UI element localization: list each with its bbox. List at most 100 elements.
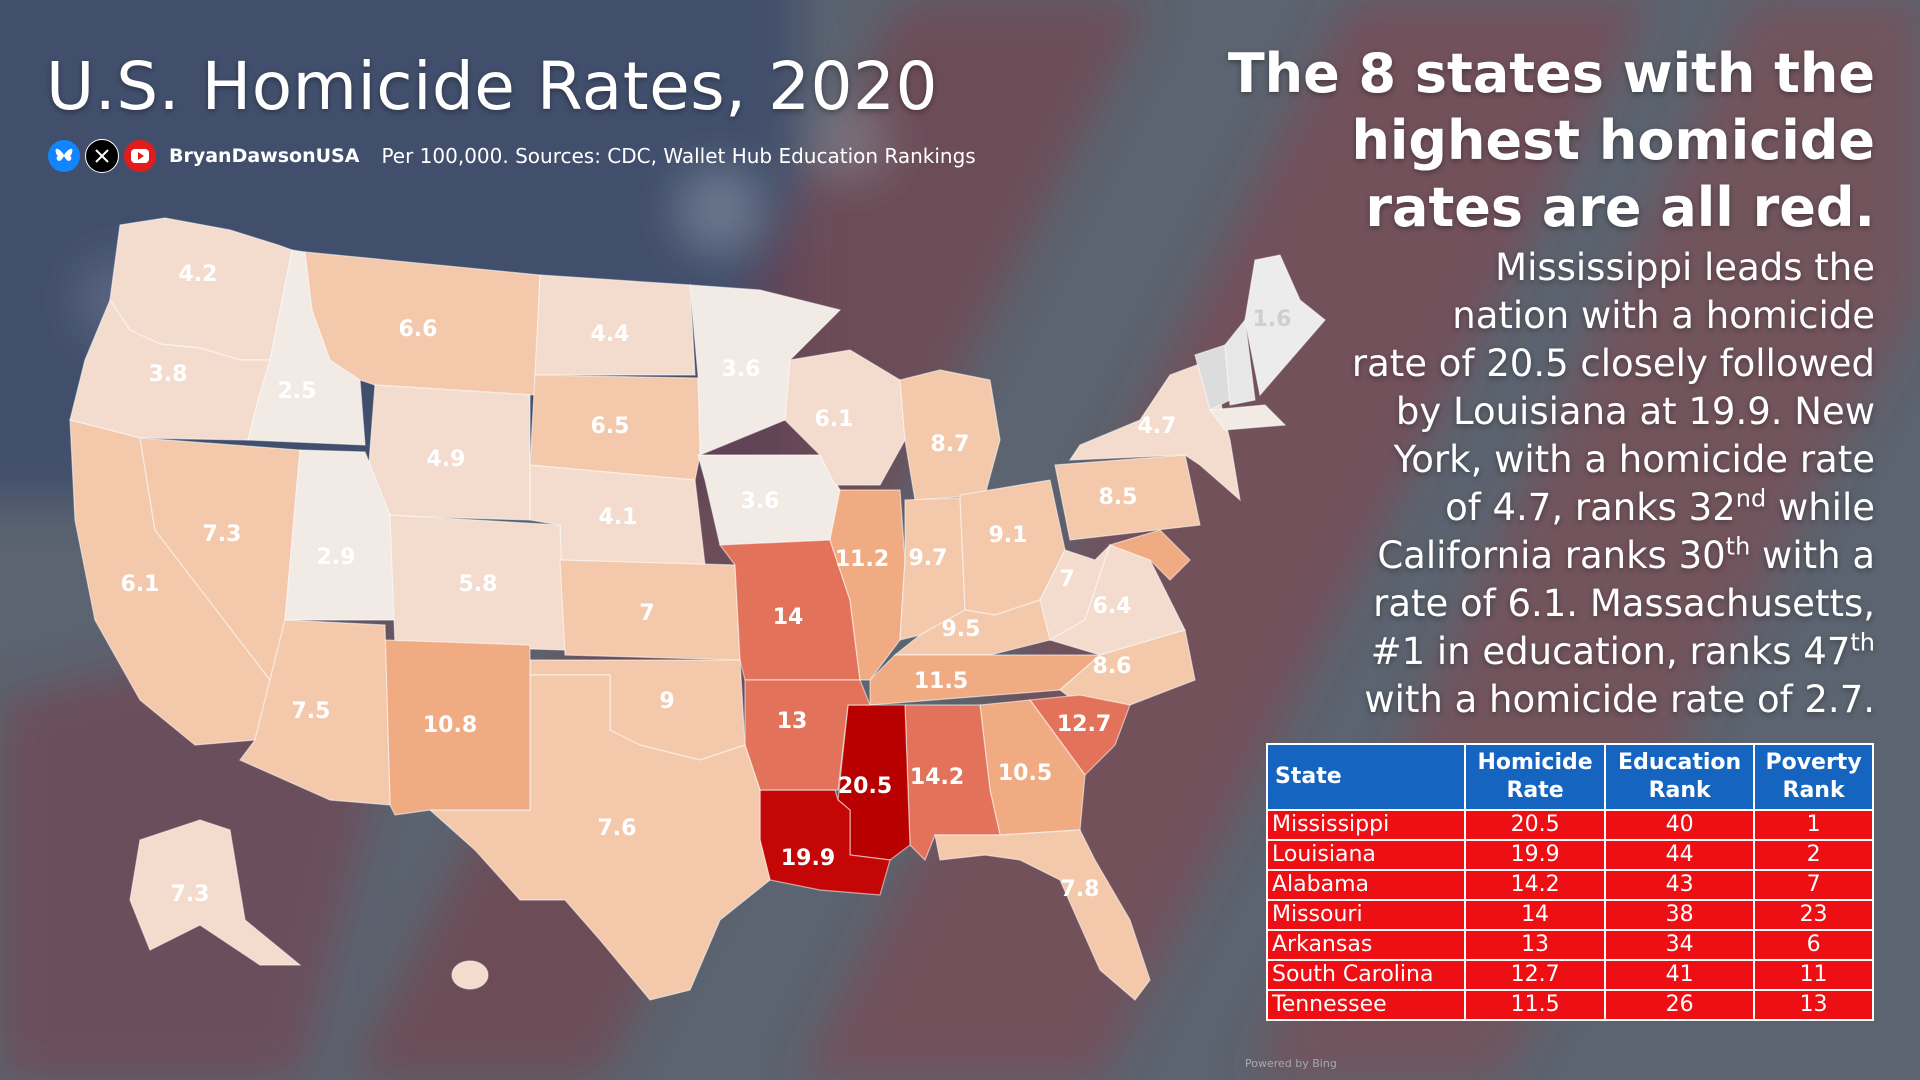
table-row: Missouri 14 38 23 [1266,899,1874,931]
table-row: South Carolina 12.7 41 11 [1266,959,1874,991]
summary-line: York, with a homicide rate [1393,438,1875,481]
map-label-WY: 4.9 [427,447,466,472]
table-cell: 14 [1463,899,1607,931]
map-label-VA: 6.4 [1093,594,1132,619]
table-header-cell: Homicide Rate [1463,743,1607,811]
table-cell: 6 [1753,929,1874,961]
map-label-LA: 19.9 [781,846,835,871]
summary-text: #1 in education, ranks 47 [1370,630,1851,673]
bluesky-icon[interactable] [48,140,80,172]
summary-line: of 4.7, ranks 32nd while [1235,484,1875,532]
state-PA [1054,454,1201,541]
table-cell: Alabama [1266,869,1466,901]
x-icon[interactable] [85,139,119,173]
map-label-AZ: 7.5 [292,699,331,724]
map-label-UT: 2.9 [317,545,356,570]
table-cell: 38 [1604,899,1756,931]
map-label-WA: 4.2 [179,262,218,287]
table-cell: Tennessee [1266,989,1466,1021]
state-NY [1068,359,1241,502]
table-cell: Louisiana [1266,839,1466,871]
social-handle[interactable]: BryanDawsonUSA [169,145,360,167]
table-body: Mississippi 20.5 40 1 Louisiana 19.9 44 2 Alabam… [1266,809,1874,1021]
map-label-IA: 3.6 [741,489,780,514]
table-cell: 34 [1604,929,1756,961]
state-KY [893,599,1051,656]
state-MA [1208,404,1287,431]
table-cell: 14.2 [1463,869,1607,901]
state-AK [129,819,302,966]
summary-line: with a homicide rate of 2.7. [1364,678,1875,721]
headline: The 8 states with the highest homicide r… [1155,40,1875,241]
table-cell: 13 [1753,989,1874,1021]
state-NH [1224,318,1256,406]
summary-line: California ranks 30th with a [1235,532,1875,580]
map-label-NY: 4.7 [1138,414,1177,439]
summary-line: by Louisiana at 19.9. New [1395,390,1875,433]
table-cell: 11 [1753,959,1874,991]
table-cell: Missouri [1266,899,1466,931]
summary-text: with a [1750,534,1875,577]
header-text: Education [1618,750,1742,775]
map-label-AR: 13 [777,709,808,734]
social-bar: BryanDawsonUSA Per 100,000. Sources: CDC… [48,138,976,174]
map-label-OK: 9 [659,689,674,714]
summary-line: rate of 20.5 closely followed [1351,342,1875,385]
summary-line: Mississippi leads the [1495,246,1875,289]
table-cell: 19.9 [1463,839,1607,871]
map-label-MO: 14 [773,605,804,630]
table-cell: 41 [1604,959,1756,991]
header-text: State [1275,764,1342,789]
map-label-IL: 11.2 [835,547,889,572]
table-cell: 11.5 [1463,989,1607,1021]
header-text: Homicide [1477,750,1593,775]
state-HI [451,960,489,990]
header-text: Rate [1506,778,1564,803]
map-label-MN: 3.6 [722,357,761,382]
table-header-cell: Education Rank [1604,743,1756,811]
table-row: Tennessee 11.5 26 13 [1266,989,1874,1021]
map-label-OH: 9.1 [989,523,1028,548]
map-label-MI: 8.7 [931,432,970,457]
table-cell: 13 [1463,929,1607,961]
map-label-FL: 7.8 [1061,877,1100,902]
table-header-row: State Homicide Rate Education Rank Poverty Ran… [1266,743,1874,811]
map-label-KY: 9.5 [942,617,981,642]
summary-paragraph: Mississippi leads the nation with a homi… [1235,244,1875,724]
map-label-ND: 4.4 [591,322,630,347]
table-cell: 26 [1604,989,1756,1021]
map-label-SC: 12.7 [1057,712,1111,737]
headline-line: highest homicide [1351,109,1875,172]
map-label-WI: 6.1 [815,407,854,432]
sources-note: Per 100,000. Sources: CDC, Wallet Hub Ed… [381,144,976,168]
map-label-MS: 20.5 [838,774,892,799]
map-label-NV: 7.3 [203,522,242,547]
map-label-WV: 7 [1059,567,1074,592]
map-label-SD: 6.5 [591,414,630,439]
map-label-CO: 5.8 [459,572,498,597]
table-cell: 12.7 [1463,959,1607,991]
state-MD [1108,529,1191,581]
table-cell: 7 [1753,869,1874,901]
map-label-ME: 1.6 [1253,307,1292,332]
state-MI [899,369,1001,501]
table-cell: 2 [1753,839,1874,871]
map-label-NC: 8.6 [1093,654,1132,679]
table-row: Alabama 14.2 43 7 [1266,869,1874,901]
table-cell: 20.5 [1463,809,1607,841]
table-cell: South Carolina [1266,959,1466,991]
state-ME [1244,254,1326,397]
map-label-PA: 8.5 [1099,485,1138,510]
map-label-KS: 7 [639,601,654,626]
summary-line: rate of 6.1. Massachusetts, [1373,582,1875,625]
table-row: Louisiana 19.9 44 2 [1266,839,1874,871]
state-ND [534,274,696,376]
summary-text: of 4.7, ranks 32 [1445,486,1736,529]
map-label-TX: 7.6 [598,816,637,841]
youtube-icon[interactable] [124,140,156,172]
headline-line: The 8 states with the [1227,42,1875,105]
headline-line: rates are all red. [1365,176,1875,239]
table-header-cell: State [1266,743,1466,811]
state-WI [784,349,906,486]
